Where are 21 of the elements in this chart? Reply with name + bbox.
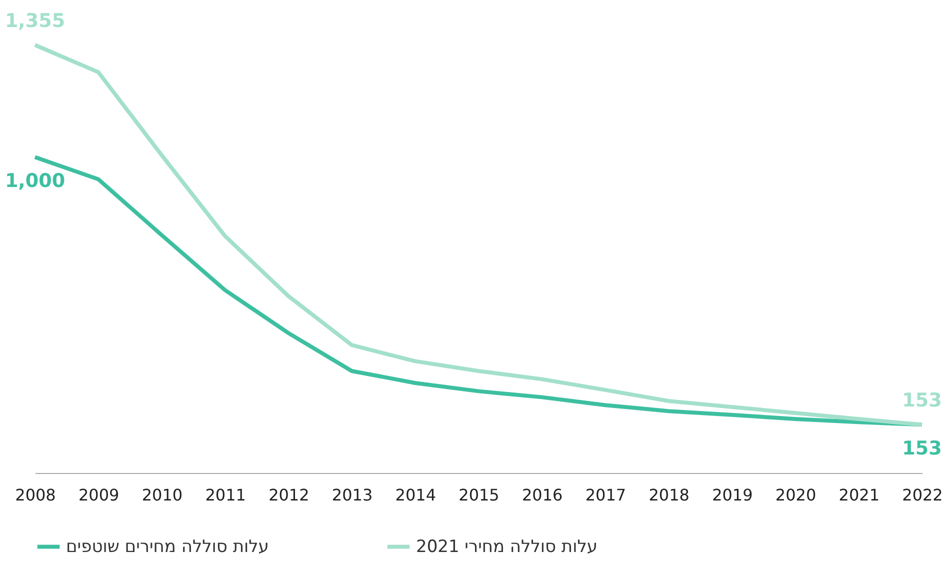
x-tick-label: 2018 [648, 486, 690, 504]
x-tick-label: 2017 [585, 486, 626, 504]
x-tick-label: 2015 [458, 486, 500, 504]
x-tick-label: 2009 [78, 486, 120, 504]
x-tick-label: 2012 [268, 486, 310, 504]
legend-label: עלות סוללה מחירים שוטפים [66, 536, 269, 557]
x-tick-label: 2010 [142, 486, 183, 504]
x-tick-label: 2014 [395, 486, 436, 504]
data-label: 1,355 [4, 10, 66, 32]
data-label: 153 [902, 438, 942, 460]
legend-label: עלות סוללה מחירי 2021 [416, 536, 598, 557]
data-label: 153 [902, 390, 942, 412]
x-tick-label: 2013 [332, 486, 373, 504]
x-tick-label: 2021 [838, 486, 880, 504]
x-tick-label: 2019 [712, 486, 753, 504]
x-tick-label: 2016 [522, 486, 563, 504]
x-tick-label: 2008 [15, 486, 56, 504]
x-tick-label: 2020 [775, 486, 816, 504]
x-tick-label: 2022 [902, 486, 943, 504]
data-label: 1,000 [4, 170, 66, 192]
x-tick-label: 2011 [205, 486, 246, 504]
